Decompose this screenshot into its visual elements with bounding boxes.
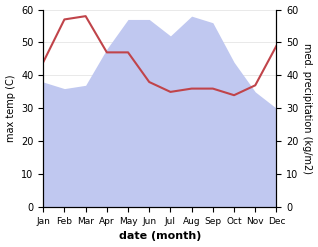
Y-axis label: med. precipitation (kg/m2): med. precipitation (kg/m2) [302,43,313,174]
Y-axis label: max temp (C): max temp (C) [5,75,16,142]
X-axis label: date (month): date (month) [119,231,201,242]
